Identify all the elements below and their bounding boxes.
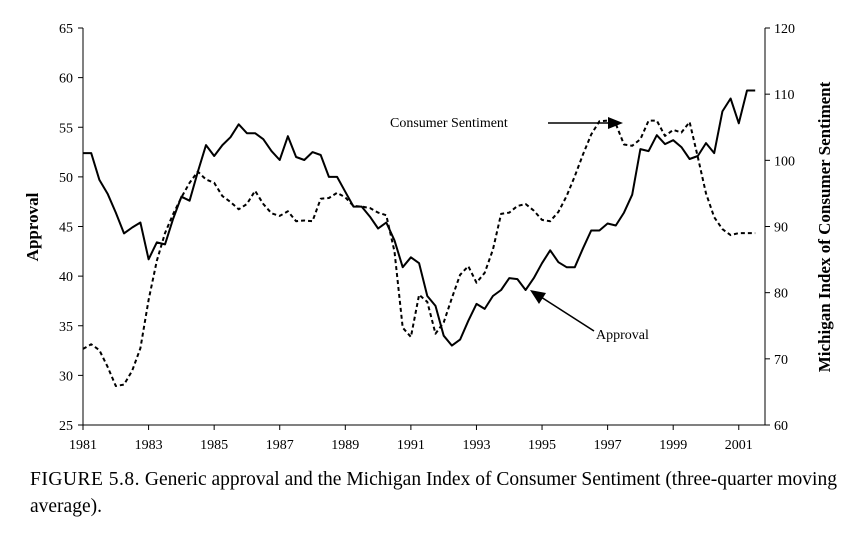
y2-tick-label: 70 xyxy=(774,353,788,368)
y-tick-label: 35 xyxy=(59,320,73,335)
y-tick-label: 50 xyxy=(59,171,73,186)
y2-tick-label: 120 xyxy=(774,22,795,37)
x-tick-label: 1987 xyxy=(266,438,294,453)
y-tick-label: 60 xyxy=(59,72,73,87)
x-tick-label: 1991 xyxy=(397,438,425,453)
y2-tick-label: 80 xyxy=(774,287,788,302)
y-tick-label: 40 xyxy=(59,270,73,285)
y2-tick-label: 110 xyxy=(774,88,794,103)
left-axis-ticks: 25 30 35 40 45 50 55 60 65 xyxy=(59,22,83,434)
annotation-consumer-sentiment: Consumer Sentiment xyxy=(390,116,508,131)
figure-label: FIGURE 5.8. xyxy=(30,469,141,490)
y-tick-label: 55 xyxy=(59,121,73,136)
y2-tick-label: 100 xyxy=(774,154,795,169)
y-tick-label: 45 xyxy=(59,221,73,236)
x-tick-label: 1993 xyxy=(462,438,490,453)
annotation-approval: Approval xyxy=(596,328,649,343)
caption-text: Generic approval and the Michigan Index … xyxy=(30,469,837,517)
arrow-approval xyxy=(530,290,595,332)
right-axis-ticks: 60 70 80 90 100 110 120 xyxy=(765,22,795,434)
y-tick-label: 25 xyxy=(59,419,73,434)
series-layer xyxy=(82,89,756,387)
x-tick-label: 1985 xyxy=(200,438,228,453)
figure-caption: FIGURE 5.8. Generic approval and the Mic… xyxy=(30,466,845,520)
y-axis-title: Approval xyxy=(23,192,42,261)
chart: 25 30 35 40 45 50 55 60 65 60 70 80 90 100 110 120 198… xyxy=(23,22,834,453)
axes xyxy=(82,28,766,426)
x-tick-label: 1995 xyxy=(528,438,556,453)
x-axis-ticks: 1981 1983 1985 1987 1989 1991 1993 1995 1997 1999… xyxy=(69,425,753,453)
y2-tick-label: 90 xyxy=(774,221,788,236)
y-tick-label: 30 xyxy=(59,369,73,384)
series-approval xyxy=(83,89,756,347)
y-tick-label: 65 xyxy=(59,22,73,37)
y2-tick-label: 60 xyxy=(774,419,788,434)
arrow-consumer-sentiment xyxy=(548,117,623,129)
x-tick-label: 1981 xyxy=(69,438,97,453)
x-tick-label: 1983 xyxy=(135,438,163,453)
x-tick-label: 2001 xyxy=(725,438,753,453)
x-tick-label: 1999 xyxy=(659,438,687,453)
x-tick-label: 1997 xyxy=(594,438,622,453)
y2-axis-title: Michigan Index of Consumer Sentiment xyxy=(815,81,834,372)
x-tick-label: 1989 xyxy=(331,438,359,453)
series-consumer-sentiment xyxy=(82,119,756,387)
